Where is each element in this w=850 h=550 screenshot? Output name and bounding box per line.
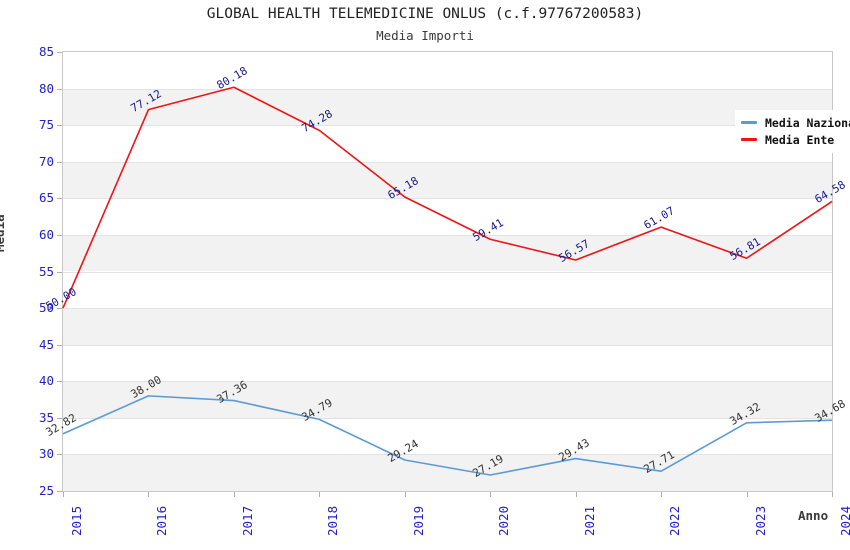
y-tick-label: 60 (38, 226, 54, 242)
y-tick-label: 70 (38, 153, 54, 169)
series-line-media-ente (62, 86, 833, 309)
legend-label-media-nazionale: Media Nazionale (765, 115, 850, 130)
x-tick-mark (319, 492, 320, 497)
y-tick-label: 55 (38, 263, 54, 279)
gridline (63, 235, 832, 236)
x-tick-mark (576, 492, 577, 497)
y-tick-mark (57, 162, 62, 163)
x-tick-mark (490, 492, 491, 497)
plot-band (63, 234, 832, 272)
y-tick-mark (57, 52, 62, 53)
y-tick-mark (57, 454, 62, 455)
x-tick-label: 2018 (325, 505, 341, 536)
chart-legend: Media Nazionale Media Ente (735, 110, 850, 153)
x-tick-label: 2019 (410, 505, 426, 536)
x-tick-label: 2022 (667, 505, 683, 536)
x-tick-label: 2023 (752, 505, 768, 536)
series-line-media-nazionale (62, 395, 833, 476)
gridline (63, 454, 832, 455)
gridline (63, 198, 832, 199)
y-tick-mark (57, 198, 62, 199)
x-tick-label: 2024 (838, 505, 850, 536)
y-tick-label: 25 (38, 483, 54, 498)
y-axis-label: Media (0, 214, 7, 252)
y-tick-mark (57, 491, 62, 492)
plot-band (63, 88, 832, 126)
chart-title: GLOBAL HEALTH TELEMEDICINE ONLUS (c.f.97… (206, 6, 644, 22)
gridline (63, 381, 832, 382)
y-tick-label: 85 (38, 44, 54, 59)
x-tick-mark (661, 492, 662, 497)
x-tick-label: 2021 (581, 505, 597, 536)
chart-subtitle: Media Importi (376, 28, 474, 43)
legend-item-media-nazionale[interactable]: Media Nazionale (741, 114, 850, 131)
legend-swatch-media-ente (741, 138, 757, 141)
y-tick-mark (57, 89, 62, 90)
plot-band (63, 308, 832, 345)
legend-swatch-media-nazionale (741, 121, 757, 124)
gridline (63, 89, 832, 90)
y-tick-label: 50 (38, 300, 54, 316)
x-tick-mark (148, 492, 149, 497)
legend-label-media-ente: Media Ente (765, 132, 835, 147)
y-tick-label: 65 (38, 190, 54, 206)
x-tick-mark (832, 492, 833, 497)
x-tick-label: 2017 (239, 505, 255, 536)
plot-band (63, 381, 832, 418)
legend-item-media-ente[interactable]: Media Ente (741, 131, 850, 148)
gridline (63, 272, 832, 273)
y-tick-label: 80 (38, 80, 54, 96)
gridline (63, 308, 832, 309)
y-tick-label: 75 (38, 117, 54, 133)
gridline (63, 125, 832, 126)
y-tick-mark (57, 235, 62, 236)
y-tick-label: 30 (38, 446, 54, 462)
plot-band (63, 454, 832, 491)
x-tick-label: 2015 (69, 505, 84, 536)
plot-background (63, 52, 832, 491)
plot-band (63, 161, 832, 199)
x-tick-mark (234, 492, 235, 497)
plot-area: 32.82 38.00 37.36 34.79 29.24 27.19 29.43 27.71… (44, 51, 850, 492)
x-tick-label: 2016 (154, 505, 170, 536)
y-tick-label: 40 (38, 373, 54, 389)
gridline (63, 162, 832, 163)
gridline (63, 345, 832, 346)
y-tick-mark (57, 308, 62, 309)
y-tick-mark (57, 125, 62, 126)
gridline (63, 418, 832, 419)
y-tick-label: 35 (38, 409, 54, 425)
x-tick-label: 2020 (496, 505, 512, 536)
x-tick-mark (405, 492, 406, 497)
y-tick-mark (57, 381, 62, 382)
y-tick-label: 45 (38, 336, 54, 352)
x-tick-mark (747, 492, 748, 497)
series-lines (62, 86, 833, 476)
x-tick-mark (63, 492, 64, 497)
y-tick-mark (57, 345, 62, 346)
x-axis-label: Anno (798, 508, 829, 523)
y-tick-mark (57, 418, 62, 419)
y-tick-mark (57, 272, 62, 273)
